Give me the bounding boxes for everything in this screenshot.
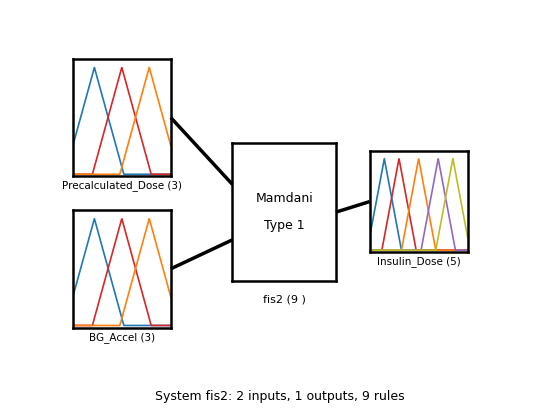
Text: System fis2: 2 inputs, 1 outputs, 9 rules: System fis2: 2 inputs, 1 outputs, 9 rule… (155, 390, 405, 403)
Text: fis2 (9 ): fis2 (9 ) (263, 294, 306, 304)
X-axis label: Insulin_Dose (5): Insulin_Dose (5) (377, 256, 460, 267)
X-axis label: BG_Accel (3): BG_Accel (3) (88, 332, 155, 343)
X-axis label: Precalculated_Dose (3): Precalculated_Dose (3) (62, 181, 182, 192)
Text: Mamdani: Mamdani (255, 192, 313, 205)
Text: Type 1: Type 1 (264, 220, 305, 232)
